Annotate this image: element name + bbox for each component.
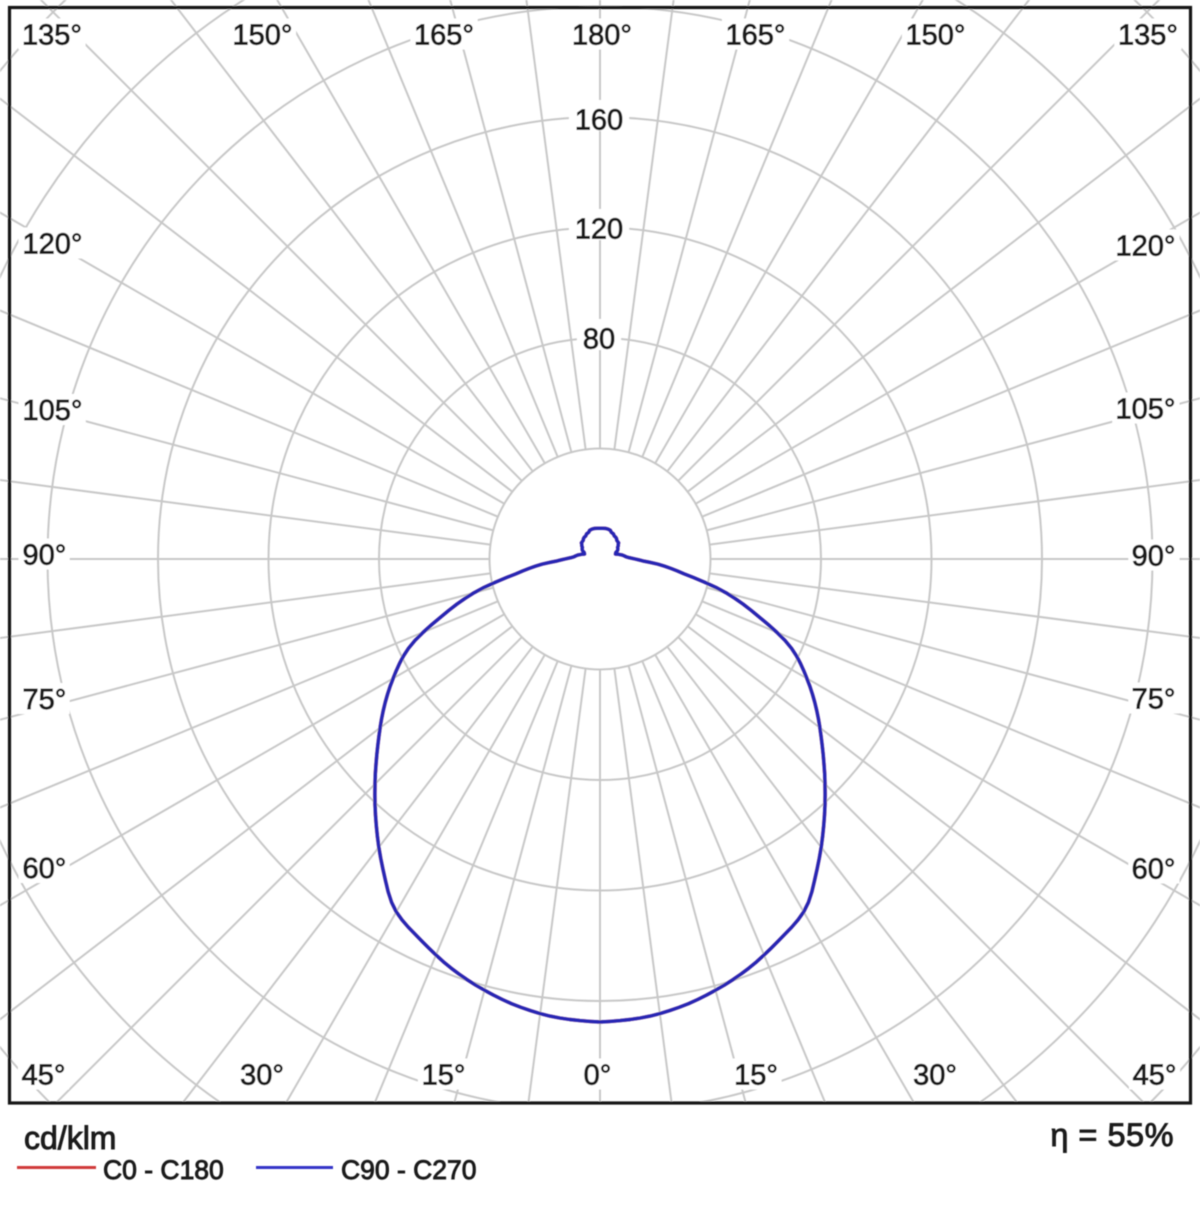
svg-text:cd/klm: cd/klm — [24, 1120, 116, 1156]
svg-text:150°: 150° — [233, 20, 293, 52]
svg-text:105°: 105° — [1116, 394, 1176, 426]
svg-text:75°: 75° — [23, 684, 67, 716]
svg-text:C0 - C180: C0 - C180 — [103, 1155, 224, 1185]
svg-text:30°: 30° — [913, 1060, 957, 1092]
svg-text:60°: 60° — [23, 853, 67, 885]
svg-text:80: 80 — [583, 324, 615, 356]
svg-text:15°: 15° — [734, 1060, 778, 1092]
svg-text:45°: 45° — [1133, 1060, 1177, 1092]
svg-text:15°: 15° — [422, 1060, 466, 1092]
svg-text:0°: 0° — [584, 1060, 612, 1092]
svg-text:75°: 75° — [1132, 684, 1176, 716]
svg-text:165°: 165° — [726, 20, 786, 52]
svg-text:135°: 135° — [22, 20, 82, 52]
svg-text:150°: 150° — [906, 20, 966, 52]
svg-text:90°: 90° — [23, 540, 67, 572]
svg-text:90°: 90° — [1132, 541, 1176, 573]
svg-text:120: 120 — [575, 214, 623, 246]
svg-text:165°: 165° — [414, 20, 474, 52]
svg-text:160: 160 — [575, 105, 623, 137]
svg-text:180°: 180° — [572, 20, 632, 52]
svg-text:η = 55%: η = 55% — [1050, 1117, 1174, 1153]
svg-text:135°: 135° — [1118, 20, 1178, 52]
svg-text:60°: 60° — [1132, 854, 1176, 886]
svg-text:120°: 120° — [1116, 231, 1176, 263]
svg-text:120°: 120° — [23, 229, 83, 261]
svg-text:105°: 105° — [23, 395, 83, 427]
svg-text:45°: 45° — [22, 1060, 66, 1092]
svg-text:30°: 30° — [240, 1060, 284, 1092]
svg-text:C90 - C270: C90 - C270 — [341, 1155, 477, 1185]
